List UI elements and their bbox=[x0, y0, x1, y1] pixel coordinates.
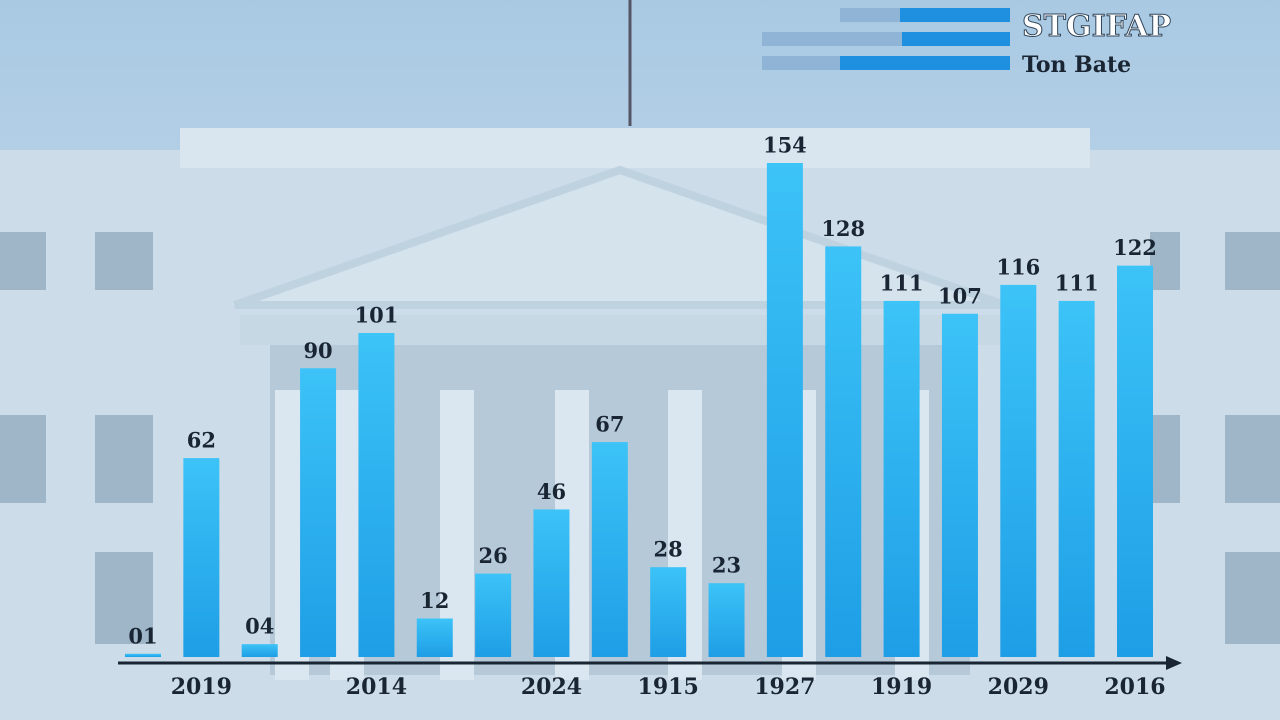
value-label: 62 bbox=[187, 428, 216, 453]
bar bbox=[300, 368, 337, 657]
x-tick-label: 1915 bbox=[638, 674, 699, 700]
x-tick-label: 1919 bbox=[871, 674, 932, 700]
bar bbox=[1117, 265, 1153, 657]
bar bbox=[708, 583, 745, 657]
bar bbox=[475, 573, 512, 657]
value-label: 122 bbox=[1113, 235, 1157, 260]
x-tick-label: 2019 bbox=[171, 674, 232, 700]
bar bbox=[125, 653, 161, 657]
chart-subtitle: Ton Bate bbox=[1022, 52, 1131, 78]
bar bbox=[1000, 284, 1037, 657]
value-label: 111 bbox=[1055, 270, 1099, 295]
bar bbox=[650, 567, 687, 657]
x-tick-label: 1927 bbox=[754, 674, 815, 700]
bar bbox=[941, 313, 978, 657]
value-label: 23 bbox=[712, 553, 741, 578]
value-label: 154 bbox=[763, 133, 807, 158]
bar bbox=[1058, 300, 1095, 657]
bar bbox=[533, 509, 570, 657]
value-label: 01 bbox=[128, 623, 157, 648]
value-label: 128 bbox=[821, 216, 865, 241]
value-label: 28 bbox=[654, 537, 683, 562]
value-label: 111 bbox=[880, 270, 924, 295]
value-label: 26 bbox=[479, 543, 508, 568]
value-label: 67 bbox=[595, 412, 624, 437]
bar bbox=[591, 442, 628, 657]
x-tick-label: 2016 bbox=[1104, 674, 1165, 700]
x-tick-label: 2024 bbox=[521, 674, 582, 700]
bar bbox=[825, 246, 862, 658]
bar bbox=[766, 163, 803, 657]
value-label: 90 bbox=[303, 338, 332, 363]
value-label: 46 bbox=[537, 479, 566, 504]
value-label: 04 bbox=[245, 614, 274, 639]
chart-title: STGIFAP bbox=[1022, 9, 1171, 44]
bar bbox=[883, 300, 920, 657]
bar bbox=[241, 644, 278, 657]
bar bbox=[183, 458, 220, 657]
value-label: 101 bbox=[354, 303, 398, 328]
axis-arrow bbox=[1166, 656, 1182, 670]
value-label: 12 bbox=[420, 588, 449, 613]
value-label: 107 bbox=[938, 283, 982, 308]
x-tick-label: 2014 bbox=[346, 674, 407, 700]
bar bbox=[358, 333, 395, 657]
value-label: 116 bbox=[996, 254, 1040, 279]
bar bbox=[416, 618, 453, 657]
x-tick-label: 2029 bbox=[988, 674, 1049, 700]
